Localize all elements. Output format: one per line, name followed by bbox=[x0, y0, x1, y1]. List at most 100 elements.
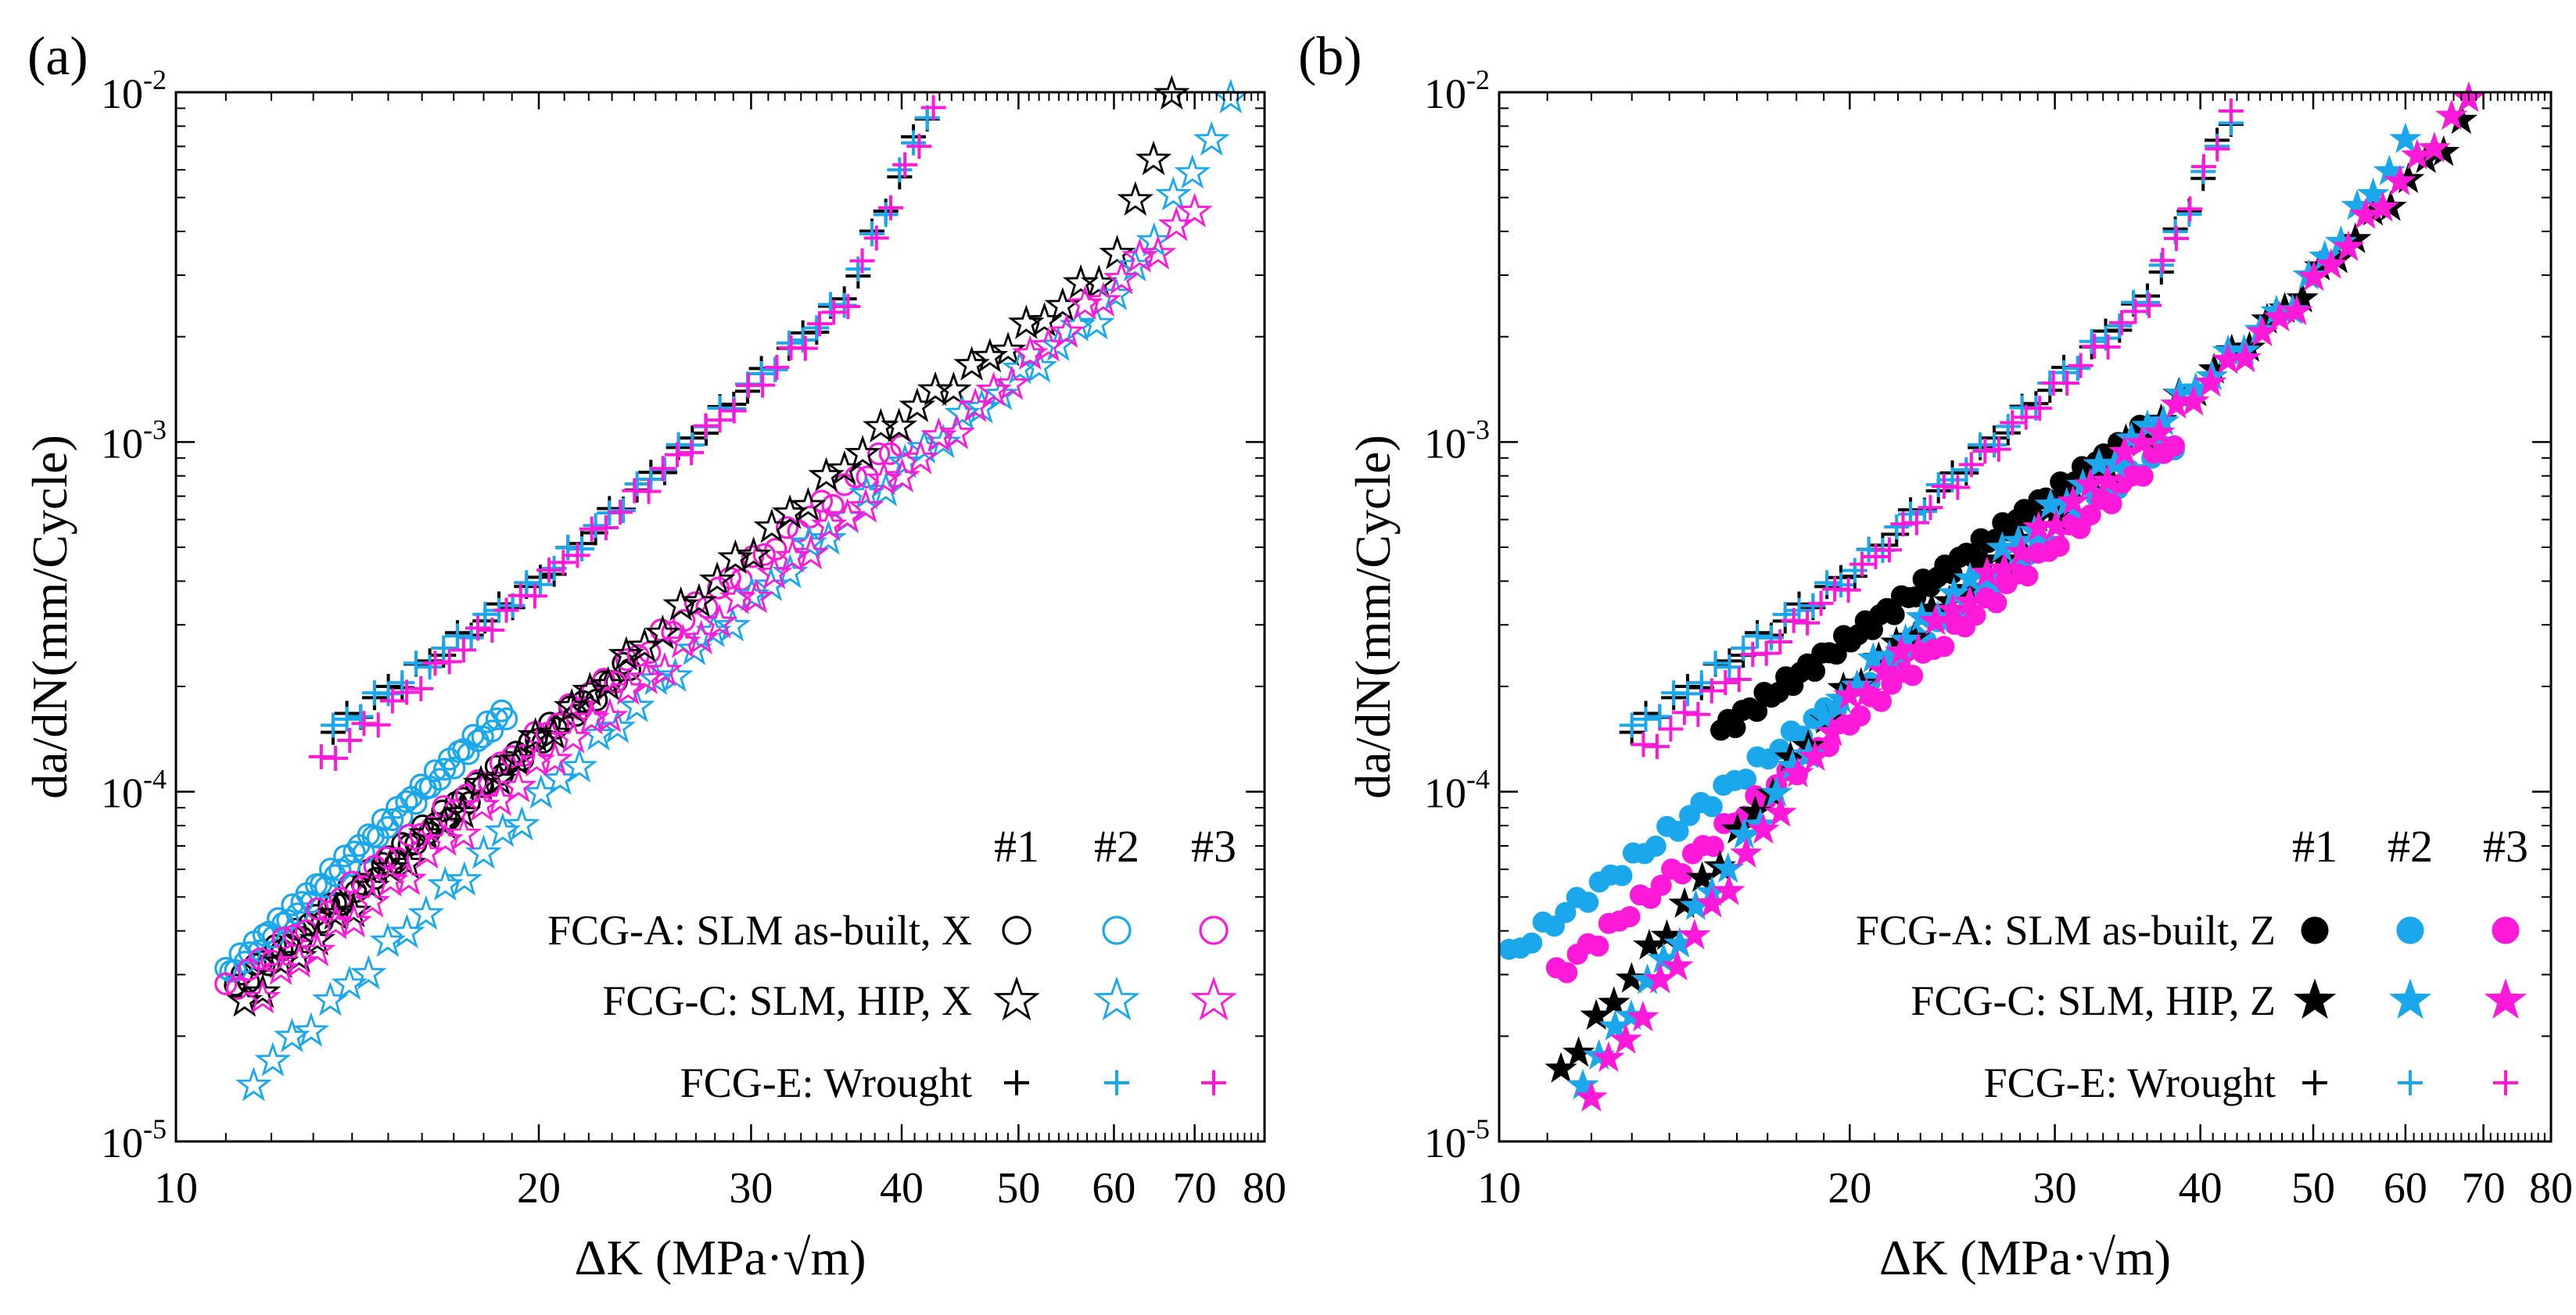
data-point bbox=[906, 134, 932, 159]
data-point bbox=[935, 371, 972, 407]
x-tick-label: 20 bbox=[517, 1164, 561, 1213]
data-point bbox=[881, 407, 917, 443]
data-point bbox=[867, 442, 891, 466]
data-point bbox=[317, 894, 354, 930]
data-point bbox=[2079, 328, 2104, 354]
y-tick-label: 10-4 bbox=[1424, 764, 1490, 817]
data-point bbox=[810, 520, 847, 555]
data-point bbox=[395, 790, 418, 814]
series-fcg-c-3 bbox=[244, 192, 1213, 1014]
data-point bbox=[445, 815, 483, 851]
data-point bbox=[1577, 891, 1599, 913]
data-point bbox=[365, 712, 391, 738]
plot-frame bbox=[174, 91, 1266, 1143]
data-point bbox=[859, 220, 884, 246]
x-tick-label: 40 bbox=[880, 1164, 924, 1213]
data-point bbox=[1945, 475, 1971, 500]
data-point bbox=[619, 687, 655, 722]
data-point bbox=[432, 758, 457, 781]
data-point bbox=[1661, 949, 1694, 981]
data-point bbox=[235, 1066, 272, 1102]
data-point bbox=[650, 456, 676, 482]
data-point bbox=[1764, 796, 1797, 827]
data-point bbox=[1699, 678, 1724, 704]
y-tick-label: 10-2 bbox=[101, 64, 167, 117]
data-point bbox=[1746, 700, 1768, 722]
data-point bbox=[2280, 294, 2313, 325]
data-point bbox=[762, 357, 788, 382]
y-tick-label: 10-5 bbox=[1424, 1113, 1490, 1166]
data-point bbox=[317, 905, 354, 940]
y-tick-label: 10-2 bbox=[1424, 64, 1490, 117]
legend-entry-label: FCG-E: Wrought bbox=[1984, 1059, 2276, 1106]
y-axis-title: da/dN(mm/Cycle) bbox=[22, 435, 77, 799]
legend-marker bbox=[1190, 976, 1237, 1021]
data-point bbox=[561, 747, 598, 783]
data-point bbox=[2017, 565, 2039, 587]
legend-marker bbox=[2388, 978, 2432, 1019]
legend-marker bbox=[2396, 916, 2424, 944]
data-point bbox=[1825, 643, 1847, 665]
x-tick-label: 70 bbox=[2462, 1164, 2506, 1213]
data-point bbox=[1808, 700, 1842, 732]
data-point bbox=[1884, 514, 1910, 540]
data-series-group bbox=[214, 74, 1250, 1102]
data-point bbox=[1701, 796, 1723, 818]
data-point bbox=[646, 651, 683, 687]
data-point bbox=[737, 579, 775, 614]
data-point bbox=[2132, 465, 2154, 487]
data-point bbox=[1678, 919, 1711, 950]
data-point bbox=[1658, 716, 1684, 742]
data-point bbox=[741, 545, 765, 568]
data-point bbox=[1902, 665, 1924, 686]
data-point bbox=[2389, 122, 2422, 153]
data-point bbox=[1816, 715, 1849, 747]
data-point bbox=[636, 478, 662, 504]
data-point bbox=[1986, 592, 2007, 614]
legend-marker bbox=[1201, 1070, 1226, 1095]
data-point bbox=[583, 513, 608, 539]
x-tick-label: 50 bbox=[996, 1164, 1040, 1213]
data-point bbox=[2107, 313, 2133, 339]
data-point bbox=[1555, 901, 1577, 923]
data-point bbox=[701, 604, 738, 639]
data-point bbox=[2194, 366, 2227, 397]
data-point bbox=[1044, 286, 1082, 322]
data-point bbox=[1647, 704, 1673, 729]
data-point bbox=[2005, 535, 2038, 567]
data-point bbox=[2065, 356, 2090, 382]
x-tick-label: 80 bbox=[1243, 1164, 1286, 1213]
data-point bbox=[680, 582, 718, 618]
data-point bbox=[318, 900, 341, 924]
data-point bbox=[1958, 452, 1984, 478]
data-point bbox=[2218, 99, 2244, 124]
panel-label: (a) bbox=[27, 27, 88, 87]
data-point bbox=[444, 623, 470, 649]
chart-panel-b: 10 20 30 40 50 60 70 80 10-5 10-4 10-3 10-2 ΔK (MPa·… bbox=[1298, 27, 2573, 1285]
data-point bbox=[428, 768, 452, 791]
data-point bbox=[938, 414, 976, 450]
plot-frame bbox=[1498, 91, 2553, 1143]
data-point bbox=[615, 648, 639, 672]
series-fcg-c-2 bbox=[235, 78, 1250, 1102]
data-point bbox=[1615, 962, 1649, 993]
data-point bbox=[1121, 238, 1158, 273]
data-point bbox=[1850, 676, 1883, 708]
data-point bbox=[249, 947, 272, 971]
data-point bbox=[1067, 285, 1103, 321]
legend-marker bbox=[2302, 1070, 2327, 1095]
data-point bbox=[1713, 874, 1745, 905]
data-point bbox=[892, 152, 918, 177]
data-point bbox=[407, 894, 445, 930]
data-point bbox=[752, 543, 776, 567]
data-point bbox=[1685, 701, 1711, 727]
data-point bbox=[764, 354, 790, 380]
data-point bbox=[1918, 495, 1943, 521]
data-point bbox=[662, 586, 699, 622]
data-point bbox=[2122, 299, 2148, 324]
legend-entry-label: FCG-C: SLM, HIP, X bbox=[602, 977, 972, 1024]
data-point bbox=[1117, 181, 1154, 216]
data-point bbox=[2229, 341, 2262, 373]
data-point bbox=[1863, 544, 1889, 570]
data-point bbox=[504, 805, 540, 841]
